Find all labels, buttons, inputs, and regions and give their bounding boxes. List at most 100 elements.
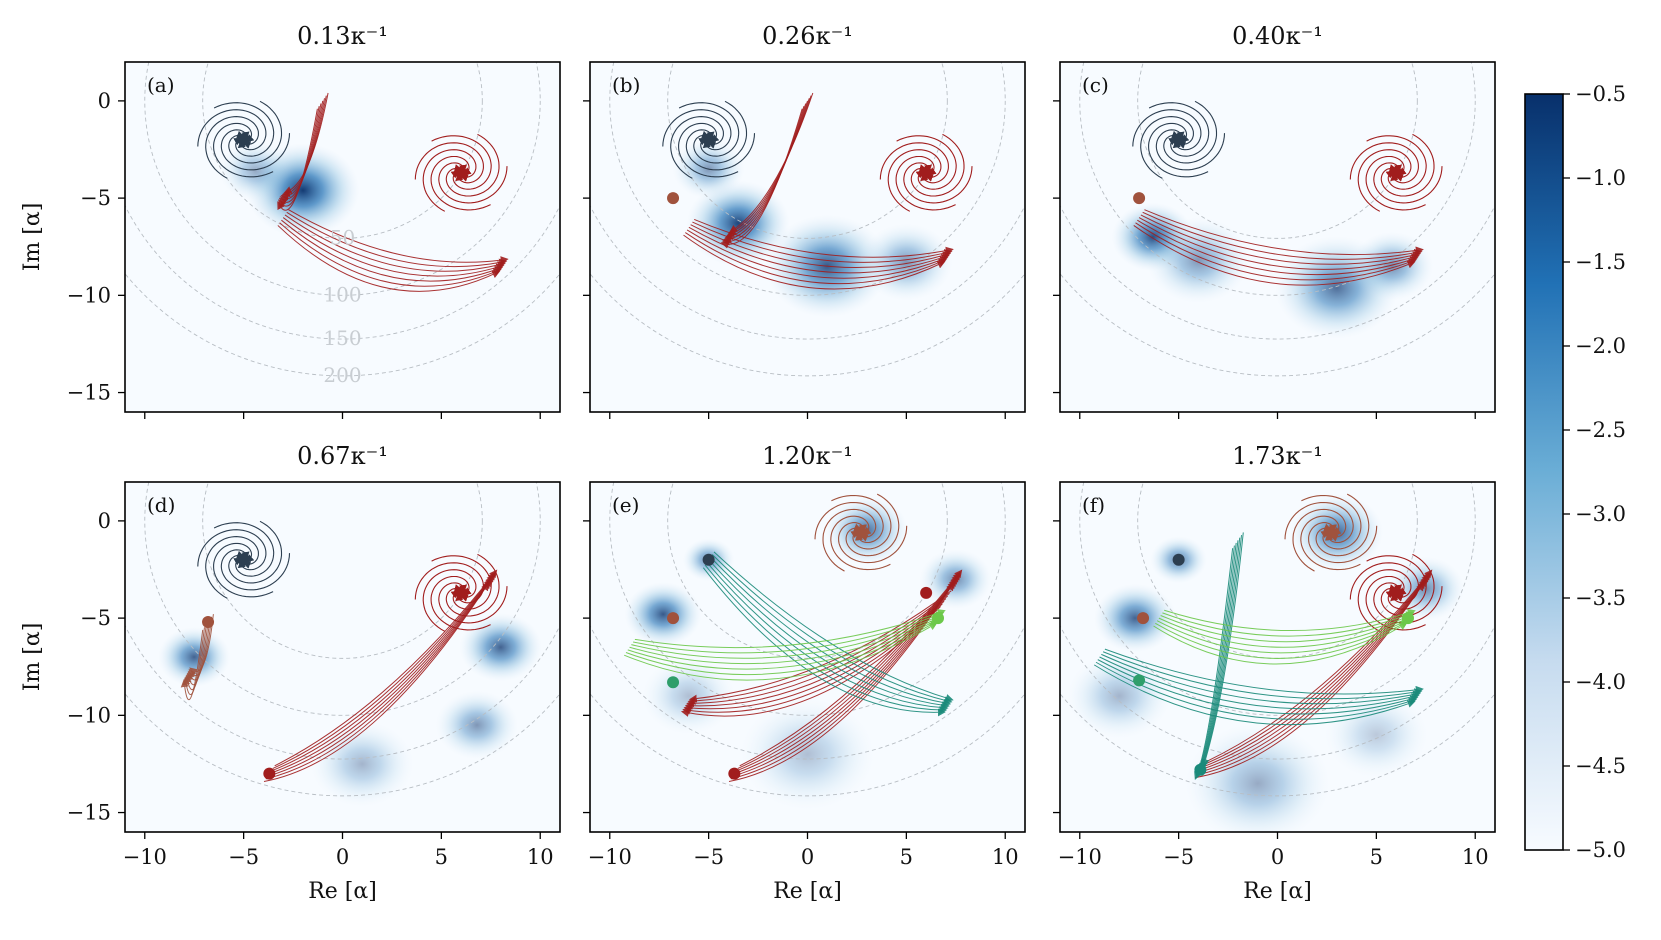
streamline bbox=[1155, 620, 1409, 659]
streamline bbox=[1155, 129, 1226, 171]
streamline bbox=[1301, 494, 1362, 550]
fixed-point-marker bbox=[1172, 133, 1185, 146]
x-tick-label: 5 bbox=[1370, 845, 1383, 869]
streamline bbox=[683, 234, 946, 290]
contour-line bbox=[609, 62, 1006, 296]
panel-letter: (c) bbox=[1082, 73, 1109, 97]
streamline bbox=[1284, 501, 1354, 544]
streamline bbox=[735, 573, 960, 772]
streamline bbox=[1164, 608, 1416, 632]
panel-title: 0.40κ⁻¹ bbox=[1232, 22, 1323, 50]
streamline bbox=[438, 162, 508, 204]
fixed-point-marker bbox=[237, 553, 250, 566]
colorbar-tick-label: −3.0 bbox=[1575, 502, 1626, 526]
colorbar-tick-label: −5.0 bbox=[1575, 838, 1626, 862]
density-blob bbox=[1094, 583, 1177, 653]
density-blob bbox=[1147, 217, 1250, 304]
panel-letter: (f) bbox=[1082, 493, 1105, 517]
streamline bbox=[629, 616, 942, 665]
streamline bbox=[1140, 116, 1194, 179]
density-blob bbox=[825, 496, 908, 565]
y-tick-label: −5 bbox=[80, 606, 111, 630]
streamline bbox=[1101, 653, 1422, 705]
streamline bbox=[694, 218, 954, 258]
streamline bbox=[431, 135, 492, 190]
streamline bbox=[692, 221, 953, 263]
density-blob bbox=[459, 613, 542, 682]
streamline bbox=[879, 142, 949, 184]
streamline bbox=[1357, 569, 1412, 632]
streamline bbox=[213, 102, 275, 157]
fixed-point-marker bbox=[1133, 674, 1146, 687]
colorbar-tick-label: −1.5 bbox=[1575, 250, 1626, 274]
streamline bbox=[414, 142, 484, 184]
streamline bbox=[269, 575, 494, 775]
streamline bbox=[274, 569, 498, 767]
streamline bbox=[1132, 109, 1202, 151]
streamline bbox=[1349, 142, 1419, 184]
fixed-point-marker bbox=[854, 526, 867, 539]
x-tick-label: −10 bbox=[1058, 845, 1102, 869]
fixed-point-marker bbox=[702, 133, 715, 146]
streamline bbox=[1199, 537, 1241, 772]
streamline bbox=[625, 620, 939, 676]
fixed-point-marker bbox=[237, 133, 250, 146]
streamline bbox=[1200, 535, 1243, 770]
streamline bbox=[183, 624, 207, 691]
streamline bbox=[822, 508, 877, 572]
fixed-point-marker bbox=[1390, 166, 1403, 179]
streamline bbox=[1133, 225, 1416, 286]
streamline bbox=[414, 562, 484, 604]
x-axis-label: Re [α] bbox=[308, 879, 377, 904]
colorbar-tick-label: −4.5 bbox=[1575, 754, 1626, 778]
streamline bbox=[1205, 569, 1433, 763]
streamline bbox=[1144, 209, 1424, 256]
x-tick-label: 0 bbox=[336, 845, 349, 869]
streamline bbox=[267, 578, 492, 777]
streamline bbox=[197, 109, 267, 151]
x-tick-label: −5 bbox=[228, 845, 259, 869]
streamline bbox=[220, 549, 291, 591]
contour-line bbox=[125, 272, 560, 377]
streamline bbox=[1300, 515, 1361, 571]
streamline bbox=[282, 217, 505, 277]
streamline bbox=[445, 133, 500, 197]
streamline bbox=[704, 564, 948, 714]
streamline bbox=[726, 98, 810, 238]
streamline bbox=[1163, 100, 1218, 164]
streamline bbox=[678, 122, 739, 178]
x-axis-label: Re [α] bbox=[1243, 879, 1312, 904]
x-tick-label: 10 bbox=[1462, 845, 1489, 869]
streamline bbox=[710, 556, 952, 707]
streamline bbox=[896, 135, 957, 190]
fixed-point-marker bbox=[455, 586, 468, 599]
fixed-point-marker bbox=[702, 553, 715, 566]
contour-line bbox=[1079, 62, 1476, 296]
streamline bbox=[1373, 582, 1443, 624]
streamline bbox=[1196, 542, 1237, 776]
fixed-point-marker bbox=[1402, 612, 1414, 625]
colorbar-tick-label: −2.5 bbox=[1575, 418, 1626, 442]
streamline bbox=[830, 515, 891, 571]
density-blob bbox=[1351, 231, 1434, 301]
streamline bbox=[1365, 155, 1426, 211]
contour-line bbox=[202, 62, 483, 239]
colorbar-tick-label: −0.5 bbox=[1575, 82, 1626, 106]
contour-line bbox=[202, 482, 483, 659]
streamline bbox=[1135, 222, 1417, 281]
panel-letter: (d) bbox=[147, 493, 175, 517]
density-blob bbox=[219, 140, 292, 201]
streamline bbox=[438, 582, 508, 624]
streamline bbox=[265, 580, 491, 780]
x-tick-label: −5 bbox=[693, 845, 724, 869]
streamline bbox=[728, 582, 954, 783]
contour-line bbox=[125, 692, 560, 797]
panel-letter: (e) bbox=[612, 493, 639, 517]
density-blob bbox=[642, 657, 736, 735]
streamline bbox=[688, 590, 952, 703]
streamline bbox=[1197, 540, 1239, 774]
streamline bbox=[724, 100, 808, 240]
streamline bbox=[887, 149, 942, 212]
streamline bbox=[286, 211, 508, 268]
y-tick-label: −15 bbox=[67, 381, 111, 405]
